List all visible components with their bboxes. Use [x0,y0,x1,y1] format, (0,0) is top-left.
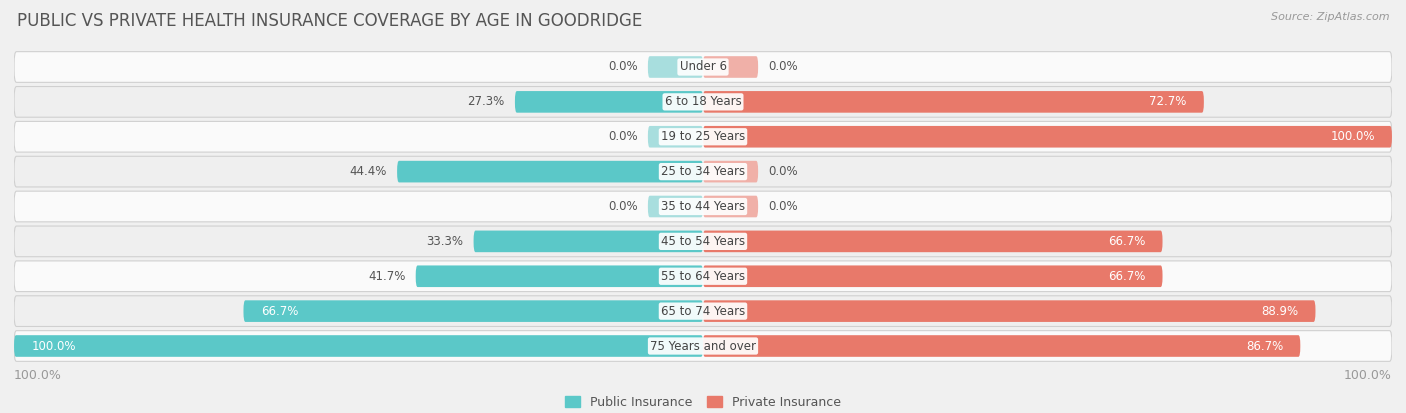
FancyBboxPatch shape [648,56,703,78]
Text: 45 to 54 Years: 45 to 54 Years [661,235,745,248]
Text: 19 to 25 Years: 19 to 25 Years [661,130,745,143]
Text: 33.3%: 33.3% [426,235,463,248]
FancyBboxPatch shape [703,161,758,183]
Text: 88.9%: 88.9% [1261,305,1298,318]
Text: 66.7%: 66.7% [1108,235,1146,248]
FancyBboxPatch shape [703,56,758,78]
Text: 86.7%: 86.7% [1246,339,1284,353]
Text: 72.7%: 72.7% [1149,95,1187,108]
Text: 66.7%: 66.7% [1108,270,1146,283]
Text: 100.0%: 100.0% [14,369,62,382]
FancyBboxPatch shape [14,52,1392,82]
Text: 0.0%: 0.0% [607,200,637,213]
FancyBboxPatch shape [396,161,703,183]
Text: 65 to 74 Years: 65 to 74 Years [661,305,745,318]
Text: 100.0%: 100.0% [1330,130,1375,143]
Text: 35 to 44 Years: 35 to 44 Years [661,200,745,213]
FancyBboxPatch shape [515,91,703,113]
FancyBboxPatch shape [14,87,1392,117]
FancyBboxPatch shape [14,335,703,357]
Text: 27.3%: 27.3% [467,95,505,108]
FancyBboxPatch shape [243,300,703,322]
FancyBboxPatch shape [703,196,758,217]
FancyBboxPatch shape [703,266,1163,287]
FancyBboxPatch shape [648,126,703,147]
Text: 6 to 18 Years: 6 to 18 Years [665,95,741,108]
FancyBboxPatch shape [14,121,1392,152]
Text: Under 6: Under 6 [679,60,727,74]
Text: 75 Years and over: 75 Years and over [650,339,756,353]
Text: 100.0%: 100.0% [31,339,76,353]
Text: 0.0%: 0.0% [607,60,637,74]
Text: 41.7%: 41.7% [368,270,405,283]
Legend: Public Insurance, Private Insurance: Public Insurance, Private Insurance [560,391,846,413]
FancyBboxPatch shape [703,300,1316,322]
FancyBboxPatch shape [14,261,1392,292]
Text: 0.0%: 0.0% [769,200,799,213]
Text: Source: ZipAtlas.com: Source: ZipAtlas.com [1271,12,1389,22]
FancyBboxPatch shape [703,230,1163,252]
FancyBboxPatch shape [14,156,1392,187]
Text: 44.4%: 44.4% [350,165,387,178]
FancyBboxPatch shape [703,126,1392,147]
FancyBboxPatch shape [14,296,1392,326]
Text: 66.7%: 66.7% [260,305,298,318]
Text: PUBLIC VS PRIVATE HEALTH INSURANCE COVERAGE BY AGE IN GOODRIDGE: PUBLIC VS PRIVATE HEALTH INSURANCE COVER… [17,12,643,31]
FancyBboxPatch shape [703,335,1301,357]
FancyBboxPatch shape [14,226,1392,257]
FancyBboxPatch shape [703,91,1204,113]
FancyBboxPatch shape [416,266,703,287]
Text: 0.0%: 0.0% [769,60,799,74]
Text: 100.0%: 100.0% [1344,369,1392,382]
FancyBboxPatch shape [14,191,1392,222]
Text: 0.0%: 0.0% [769,165,799,178]
Text: 25 to 34 Years: 25 to 34 Years [661,165,745,178]
FancyBboxPatch shape [474,230,703,252]
Text: 55 to 64 Years: 55 to 64 Years [661,270,745,283]
FancyBboxPatch shape [648,196,703,217]
Text: 0.0%: 0.0% [607,130,637,143]
FancyBboxPatch shape [14,331,1392,361]
